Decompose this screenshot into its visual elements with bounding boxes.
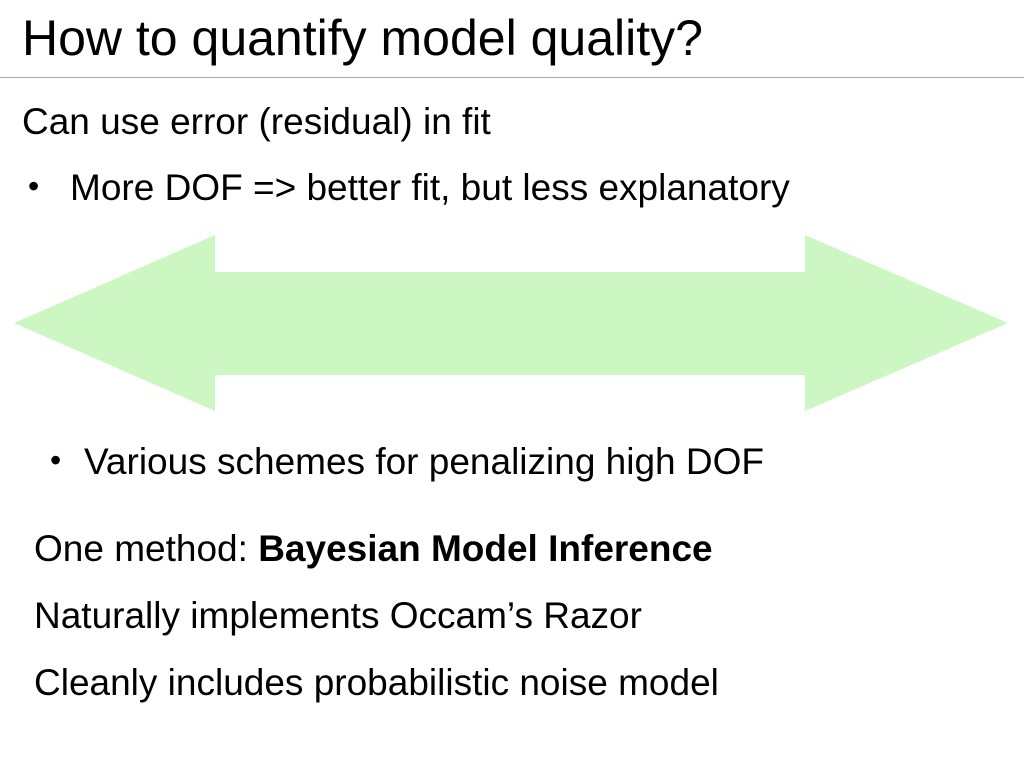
method-prefix: One method: <box>34 528 259 569</box>
occam-line: Naturally implements Occam’s Razor <box>34 595 642 636</box>
bullet-dot: • <box>50 442 62 478</box>
bullet-dof: More DOF => better fit, but less explana… <box>70 167 790 208</box>
model-complexity-figure <box>14 235 1008 411</box>
title-divider <box>0 77 1024 78</box>
noise-model-line: Cleanly includes probabilistic noise mod… <box>34 662 719 703</box>
method-name: Bayesian Model Inference <box>258 528 713 569</box>
bullet-penalize: Various schemes for penalizing high DOF <box>84 441 765 482</box>
bullet-dot: • <box>28 168 40 204</box>
intro-line: Can use error (residual) in fit <box>22 101 491 142</box>
double-arrow <box>14 235 1008 411</box>
method-line: One method: Bayesian Model Inference <box>34 525 713 573</box>
slide-title: How to quantify model quality? <box>22 10 703 66</box>
